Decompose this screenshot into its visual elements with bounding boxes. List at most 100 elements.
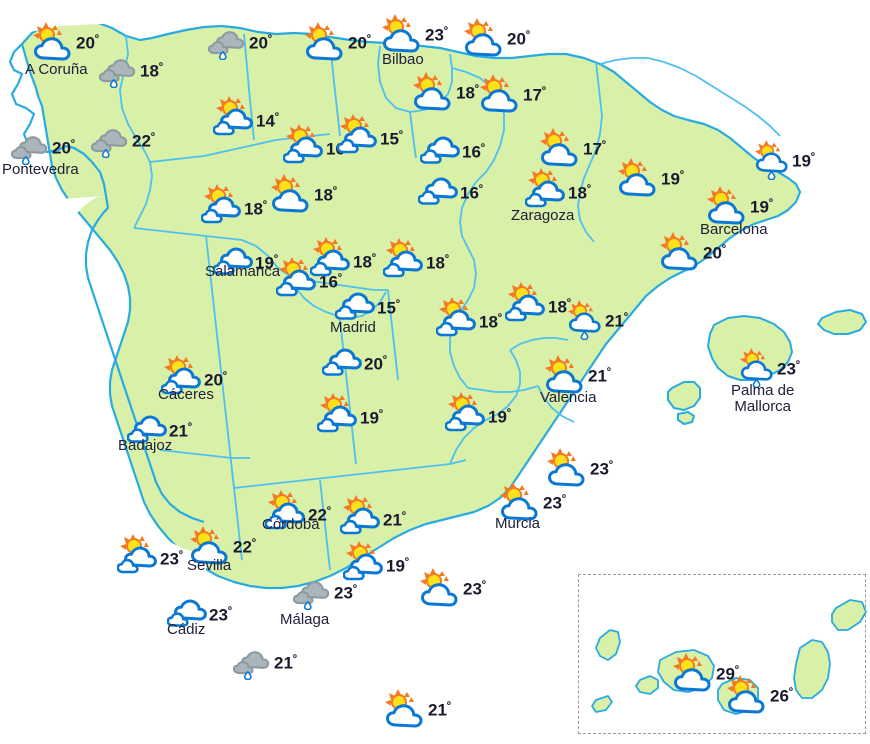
temperature-label-huelva: 23º xyxy=(160,549,183,569)
temperature-label-avila: 16º xyxy=(319,272,342,292)
temperature-label-almeria: 23º xyxy=(463,579,486,599)
temperature-label-murcia: 23º xyxy=(543,493,566,513)
sun-behind-double-cloud-icon xyxy=(436,297,482,337)
city-label-palma: Palma de Mallorca xyxy=(731,382,795,415)
city-label-a-coruna: A Coruña xyxy=(25,61,88,78)
gray-rain-cloud-icon xyxy=(290,570,336,610)
temperature-label-salamanca: 19º xyxy=(255,253,278,273)
temperature-label-cadiz: 23º xyxy=(209,605,232,625)
sun-behind-cloud-icon xyxy=(480,74,526,114)
temperature-label-castellon-2: 21º xyxy=(605,311,628,331)
temperature-label-madrid: 15º xyxy=(377,298,400,318)
double-cloud-icon xyxy=(418,166,464,206)
temperature-label-ceuta: 21º xyxy=(274,653,297,673)
sun-behind-cloud-icon xyxy=(540,128,586,168)
sun-behind-cloud-icon xyxy=(673,653,719,693)
temperature-label-a-coruna: 20º xyxy=(76,33,99,53)
sun-behind-cloud-icon xyxy=(464,18,510,58)
temperature-label-san-sebastian: 20º xyxy=(507,29,530,49)
gray-rain-cloud-icon xyxy=(205,20,251,60)
city-label-madrid: Madrid xyxy=(330,319,376,336)
temperature-label-pamplona: 17º xyxy=(523,85,546,105)
city-label-zaragoza: Zaragoza xyxy=(511,207,575,224)
temperature-label-alicante: 23º xyxy=(590,459,613,479)
sun-behind-cloud-icon xyxy=(413,72,459,112)
sun-behind-cloud-icon xyxy=(271,174,317,214)
temperature-label-tarragona: 20º xyxy=(703,243,726,263)
sun-behind-cloud-icon xyxy=(660,232,706,272)
temperature-label-cordoba: 22º xyxy=(308,505,331,525)
temperature-label-valencia: 21º xyxy=(588,366,611,386)
temperature-label-segovia: 18º xyxy=(353,252,376,272)
temperature-label-valladolid: 18º xyxy=(314,185,337,205)
sun-behind-cloud-icon xyxy=(707,186,753,226)
city-label-badajoz: Badajoz xyxy=(118,437,173,454)
temperature-label-asturias: 20º xyxy=(249,33,272,53)
gray-rain-cloud-icon xyxy=(88,118,134,158)
sun-behind-double-cloud-icon xyxy=(310,237,356,277)
city-label-cordoba: Córdoba xyxy=(262,516,320,533)
sun-behind-double-cloud-icon xyxy=(117,534,163,574)
sun-behind-double-cloud-icon xyxy=(201,184,247,224)
temperature-label-huesca: 17º xyxy=(583,139,606,159)
double-cloud-icon xyxy=(420,125,466,165)
canary-islands-inset-frame xyxy=(578,574,866,734)
double-cloud-icon xyxy=(335,281,381,321)
temperature-label-albacete: 19º xyxy=(488,407,511,427)
temperature-label-malaga: 23º xyxy=(334,583,357,603)
temperature-label-lleida: 19º xyxy=(661,169,684,189)
gray-rain-cloud-icon xyxy=(96,48,142,88)
balearic-islands xyxy=(667,309,867,425)
sun-behind-double-cloud-icon xyxy=(525,168,571,208)
temperature-label-bilbao: 23º xyxy=(425,25,448,45)
temperature-label-guadalajara: 18º xyxy=(426,253,449,273)
gray-rain-cloud-icon xyxy=(230,640,276,680)
city-label-cadiz: Cádiz xyxy=(167,621,206,638)
gray-rain-cloud-icon xyxy=(8,125,54,165)
temperature-label-cantabria: 20º xyxy=(348,33,371,53)
sun-behind-double-cloud-icon xyxy=(213,96,259,136)
sun-behind-double-cloud-icon xyxy=(340,495,386,535)
temperature-label-vitoria: 18º xyxy=(456,83,479,103)
temperature-label-melilla: 21º xyxy=(428,700,451,720)
temperature-label-leon: 14º xyxy=(256,111,279,131)
sun-behind-cloud-icon xyxy=(547,448,593,488)
sun-behind-double-cloud-icon xyxy=(505,282,551,322)
city-label-valencia: Valencia xyxy=(540,389,597,406)
temperature-label-ourense: 22º xyxy=(132,131,155,151)
temperature-label-sevilla: 22º xyxy=(233,537,256,557)
city-label-caceres: Cáceres xyxy=(158,386,214,403)
sun-behind-cloud-icon xyxy=(618,158,664,198)
sun-behind-cloud-icon xyxy=(420,568,466,608)
double-cloud-icon xyxy=(322,337,368,377)
internal-borders xyxy=(119,33,781,571)
peninsula-landmass xyxy=(20,18,802,590)
sun-behind-cloud-icon xyxy=(33,22,79,62)
temperature-label-castellon: 18º xyxy=(548,297,571,317)
temperature-label-granada: 19º xyxy=(386,556,409,576)
city-label-pontevedra: Pontevedra xyxy=(2,161,79,178)
sun-behind-double-cloud-icon xyxy=(337,114,383,154)
sun-behind-cloud-icon xyxy=(727,675,773,715)
temperature-label-zamora: 18º xyxy=(244,199,267,219)
temperature-label-girona: 19º xyxy=(792,151,815,171)
portugal-cutout xyxy=(40,196,206,600)
temperature-label-teruel: 18º xyxy=(479,312,502,332)
temperature-label-tenerife: 29º xyxy=(716,664,739,684)
temperature-label-zaragoza: 18º xyxy=(568,183,591,203)
sun-behind-cloud-icon xyxy=(305,22,351,62)
sun-behind-double-cloud-icon xyxy=(383,238,429,278)
sun-behind-double-cloud-icon xyxy=(317,393,363,433)
temperature-label-pontevedra: 20º xyxy=(52,138,75,158)
sun-behind-double-cloud-icon xyxy=(343,541,389,581)
city-label-sevilla: Sevilla xyxy=(187,557,232,574)
temperature-label-toledo: 20º xyxy=(364,354,387,374)
sun-behind-cloud-icon xyxy=(385,689,431,729)
sun-behind-double-cloud-icon xyxy=(283,124,329,164)
city-label-malaga: Málaga xyxy=(280,611,330,628)
temperature-label-soria: 16º xyxy=(460,183,483,203)
city-label-barcelona: Barcelona xyxy=(700,221,768,238)
temperature-label-gran-canaria: 26º xyxy=(770,686,793,706)
